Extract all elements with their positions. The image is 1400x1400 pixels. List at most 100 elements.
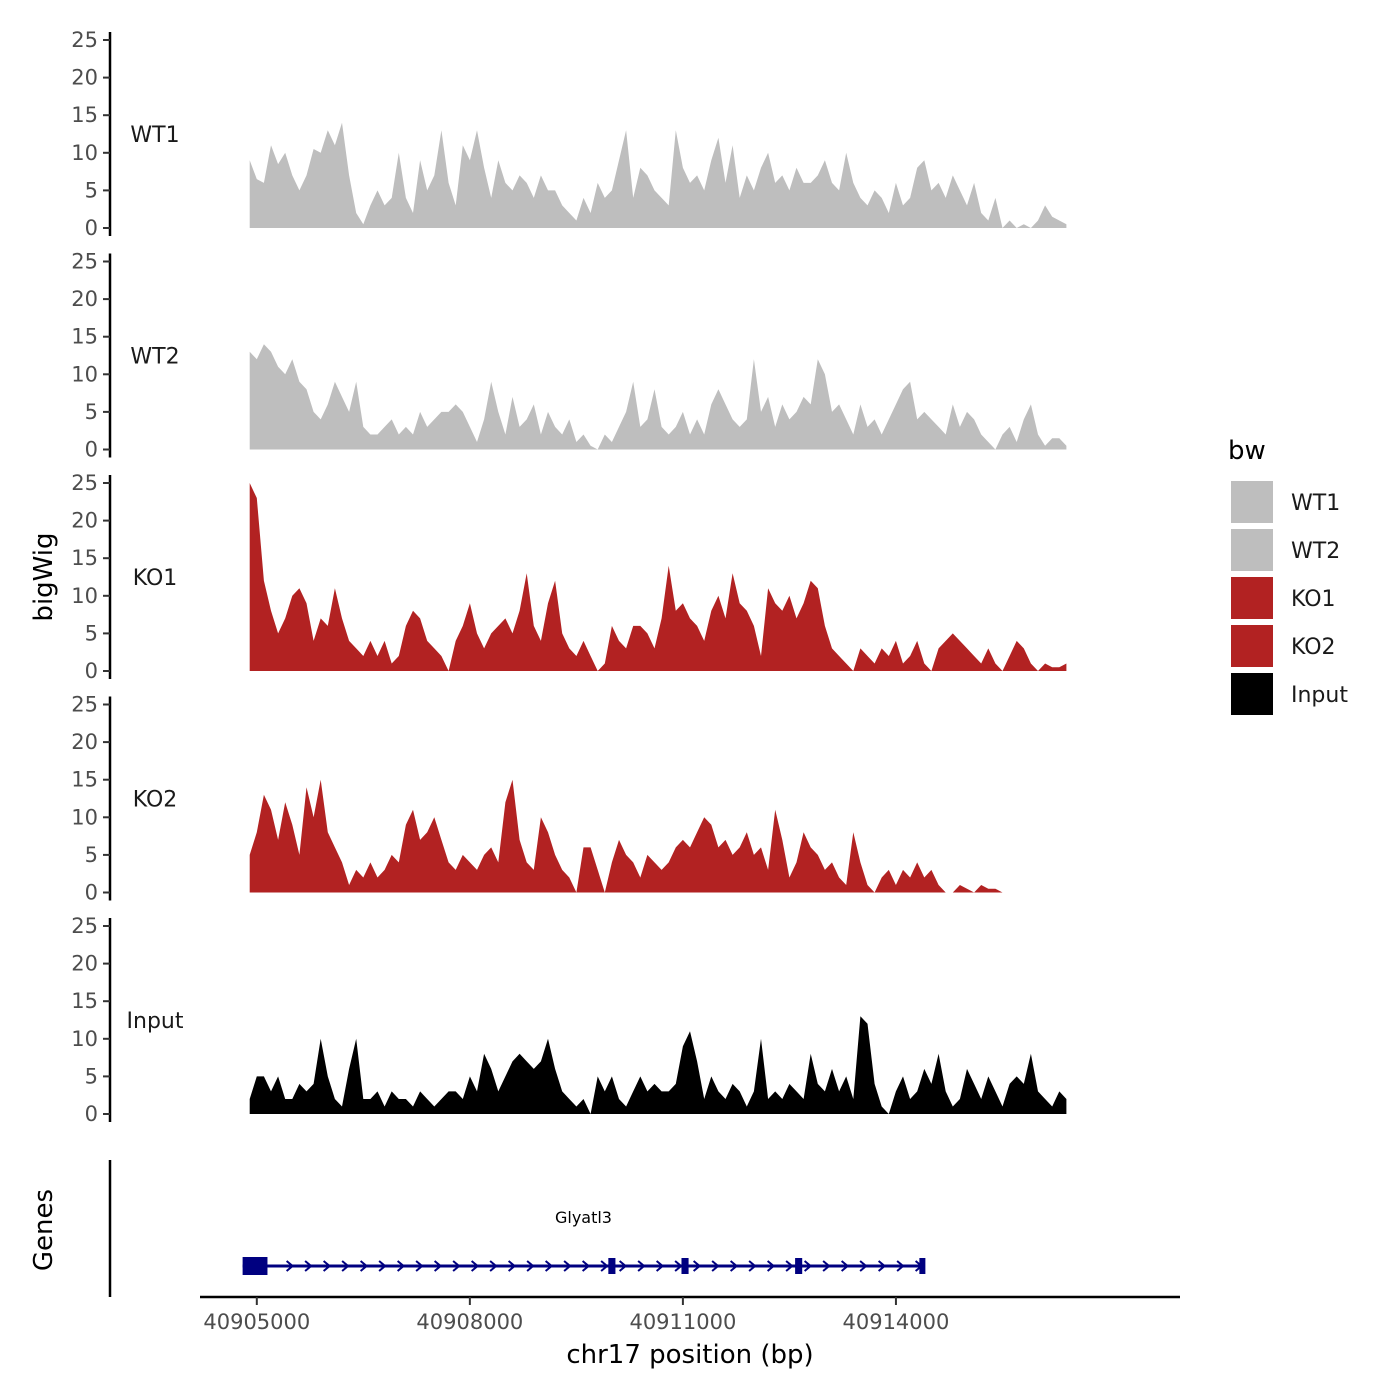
y-tick-label: 20 [71, 730, 98, 754]
y-tick-label: 0 [85, 216, 98, 240]
strand-arrow [600, 1260, 609, 1272]
legend-label-ko2: KO2 [1291, 635, 1336, 660]
legend-title: bw [1228, 436, 1266, 466]
strand-arrow [840, 1260, 850, 1272]
legend-key-wt1 [1229, 479, 1275, 525]
y-tick-label: 5 [85, 1064, 98, 1088]
y-tick-label: 10 [71, 141, 98, 165]
x-tick-label: 40905000 [203, 1310, 310, 1334]
y-tick-label: 15 [71, 103, 98, 127]
strand-arrow [877, 1260, 887, 1272]
y-tick-label: 15 [71, 325, 98, 349]
track-label-ko1: KO1 [133, 566, 178, 591]
legend-label-wt1: WT1 [1291, 491, 1340, 516]
coverage-area-input [249, 1016, 1067, 1114]
legend-label-wt2: WT2 [1291, 539, 1340, 564]
strand-arrow [359, 1260, 369, 1272]
y-tick-label: 25 [71, 471, 98, 495]
strand-arrow [859, 1260, 868, 1272]
strand-arrow [378, 1260, 387, 1272]
strand-arrow [822, 1260, 831, 1272]
strand-arrow [470, 1260, 480, 1272]
coverage-area-ko2 [249, 779, 1067, 893]
y-tick-label: 10 [71, 805, 98, 829]
y-tick-label: 15 [71, 546, 98, 570]
legend-key-ko2 [1229, 623, 1275, 669]
tracks-y-axis-title: bigWig [29, 532, 59, 621]
coverage-area-ko1 [249, 483, 1067, 671]
strand-arrow [692, 1260, 702, 1272]
legend-label-ko1: KO1 [1291, 587, 1336, 612]
strand-arrow [637, 1260, 646, 1272]
strand-arrow [785, 1260, 794, 1272]
strand-arrow [526, 1260, 535, 1272]
strand-arrow [507, 1260, 517, 1272]
strand-arrow [396, 1260, 406, 1272]
x-tick-label: 40911000 [629, 1310, 736, 1334]
track-input: 0 5 10 15 20 25 Input [71, 914, 1067, 1126]
y-tick-label: 25 [71, 693, 98, 717]
track-ko1: 0 5 10 15 20 25 KO1 [71, 471, 1067, 683]
track-label-wt1: WT1 [130, 123, 179, 148]
x-axis: 40905000 40908000 40911000 40914000 [200, 1295, 1180, 1334]
exon [242, 1257, 268, 1275]
y-tick-label: 10 [71, 584, 98, 608]
legend-key-input [1229, 671, 1275, 717]
strand-arrow [729, 1260, 739, 1272]
strand-arrow [415, 1260, 424, 1272]
legend-label-input: Input [1291, 683, 1348, 708]
strand-arrow [489, 1260, 498, 1272]
strand-arrow [304, 1260, 313, 1272]
strand-arrow [433, 1260, 443, 1272]
strand-arrow [452, 1260, 461, 1272]
legend-key-wt2 [1229, 527, 1275, 573]
strand-arrow [581, 1260, 591, 1272]
y-tick-label: 25 [71, 250, 98, 274]
y-tick-label: 20 [71, 287, 98, 311]
strand-arrow [618, 1260, 628, 1272]
track-label-wt2: WT2 [130, 345, 179, 370]
gene-glyatl3: Glyatl3 [242, 1208, 926, 1275]
x-tick-label: 40908000 [416, 1310, 523, 1334]
strand-arrow [896, 1260, 905, 1272]
strand-arrow [655, 1260, 665, 1272]
legend-key-ko1 [1229, 575, 1275, 621]
y-tick-label: 0 [85, 438, 98, 462]
coverage-area-wt2 [249, 344, 1067, 450]
strand-arrow [674, 1260, 683, 1272]
y-tick-label: 5 [85, 621, 98, 645]
y-tick-label: 10 [71, 1027, 98, 1051]
strand-arrow [803, 1260, 813, 1272]
y-tick-label: 15 [71, 768, 98, 792]
y-tick-label: 5 [85, 400, 98, 424]
y-tick-label: 20 [71, 66, 98, 90]
gene-track: Glyatl3 [108, 1160, 926, 1297]
track-wt1: 0 5 10 15 20 25 WT1 [71, 28, 1067, 240]
y-tick-label: 20 [71, 509, 98, 533]
gene-label: Glyatl3 [555, 1208, 612, 1227]
strand-arrow [322, 1260, 332, 1272]
y-tick-label: 0 [85, 881, 98, 905]
legend: bw WT1 WT2 KO1 KO2 Input [1228, 436, 1348, 717]
exon [608, 1258, 616, 1274]
exon [795, 1258, 803, 1274]
track-label-input: Input [127, 1009, 184, 1034]
genes-y-axis-title: Genes [29, 1189, 59, 1271]
strand-arrow [341, 1260, 350, 1272]
strand-arrow [748, 1260, 757, 1272]
y-tick-label: 0 [85, 659, 98, 683]
exon [681, 1258, 689, 1274]
track-wt2: 0 5 10 15 20 25 WT2 [71, 250, 1067, 462]
x-axis-title: chr17 position (bp) [566, 1340, 813, 1370]
strand-arrow [544, 1260, 554, 1272]
y-tick-label: 10 [71, 362, 98, 386]
track-ko2: 0 5 10 15 20 25 KO2 [71, 693, 1067, 905]
exon [919, 1258, 926, 1274]
y-tick-label: 20 [71, 952, 98, 976]
strand-arrow [766, 1260, 776, 1272]
x-tick-label: 40914000 [842, 1310, 949, 1334]
y-tick-label: 5 [85, 178, 98, 202]
strand-arrow [563, 1260, 572, 1272]
y-tick-label: 5 [85, 843, 98, 867]
